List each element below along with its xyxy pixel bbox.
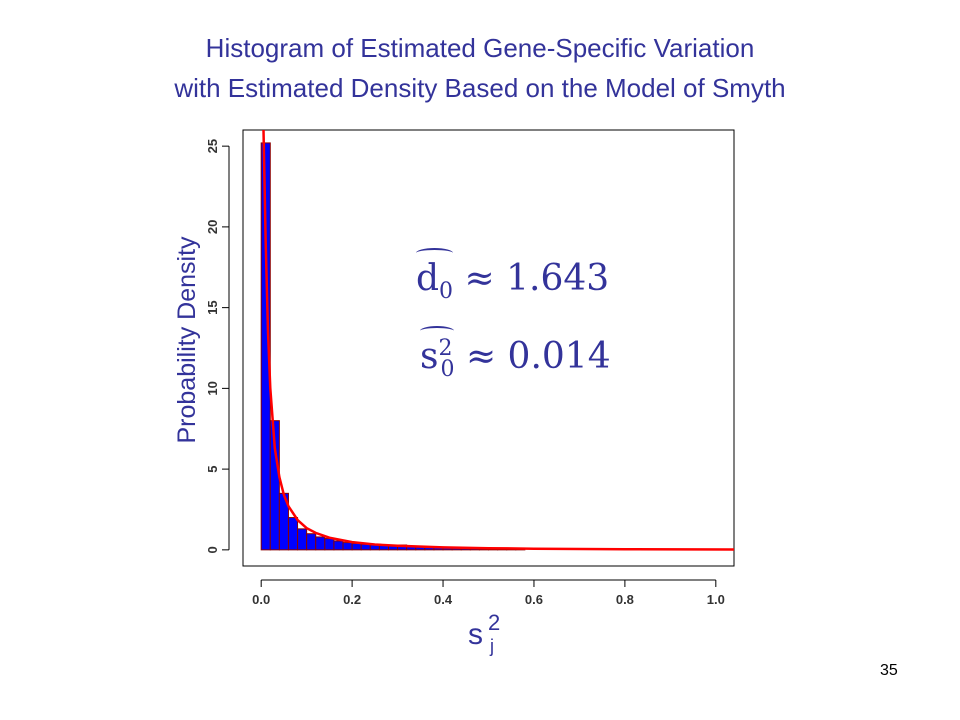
slide-number: 35 bbox=[880, 662, 898, 679]
d0-symbol: d bbox=[416, 258, 440, 299]
histogram-bar bbox=[333, 540, 344, 551]
histogram-bar bbox=[287, 517, 299, 551]
x-tick-label: 0.0 bbox=[252, 592, 270, 607]
histogram-bar bbox=[297, 528, 308, 551]
x-tick-label: 0.4 bbox=[434, 592, 453, 607]
histogram-bar bbox=[324, 538, 335, 551]
s0-value: ≈ 0.014 bbox=[465, 336, 611, 377]
histogram-bar bbox=[342, 542, 353, 551]
histogram-bars bbox=[260, 142, 526, 551]
d0-subscript: 0 bbox=[439, 279, 454, 305]
y-axis-label: Probability Density bbox=[173, 236, 201, 444]
y-tick-label: 10 bbox=[205, 381, 220, 395]
y-tick-label: 15 bbox=[205, 300, 220, 314]
x-axis: 0.0 0.2 0.4 0.6 0.8 1.0 bbox=[252, 579, 725, 607]
x-tick-label: 0.8 bbox=[616, 592, 634, 607]
y-tick-label: 20 bbox=[205, 220, 220, 234]
x-axis-label-symbol: s bbox=[468, 618, 483, 651]
y-axis: 0 5 10 15 20 25 bbox=[205, 139, 230, 553]
s0-subscript: 0 bbox=[440, 357, 455, 383]
x-tick-label: 0.6 bbox=[525, 592, 543, 607]
s0-superscript: 2 bbox=[438, 336, 453, 361]
s0-hat-symbol: s20 bbox=[420, 325, 455, 383]
s0-estimate-annotation: s20 ≈ 0.014 bbox=[420, 325, 611, 383]
d0-estimate-annotation: d0 ≈ 1.643 bbox=[416, 247, 610, 305]
histogram-bar bbox=[306, 533, 317, 551]
histogram-bar bbox=[260, 142, 271, 551]
x-tick-label: 1.0 bbox=[707, 592, 725, 607]
x-axis-label-sup: 2 bbox=[488, 610, 501, 635]
y-tick-label: 25 bbox=[205, 139, 220, 153]
y-tick-label: 5 bbox=[205, 465, 220, 472]
density-curve bbox=[262, 129, 735, 551]
plot-frame bbox=[242, 129, 735, 567]
s0-symbol: s bbox=[420, 336, 439, 377]
x-axis-label-sub: j bbox=[490, 636, 494, 656]
histogram-bar bbox=[315, 536, 326, 551]
chart-title: Histogram of Estimated Gene-Specific Var… bbox=[205, 33, 755, 63]
chart-subtitle: with Estimated Density Based on the Mode… bbox=[174, 73, 786, 103]
d0-value: ≈ 1.643 bbox=[464, 258, 610, 299]
y-tick-label: 0 bbox=[205, 546, 220, 553]
histogram-bar bbox=[269, 420, 280, 551]
d0-hat-symbol: d0 bbox=[416, 247, 454, 305]
x-tick-label: 0.2 bbox=[343, 592, 361, 607]
histogram-bar bbox=[351, 542, 362, 551]
